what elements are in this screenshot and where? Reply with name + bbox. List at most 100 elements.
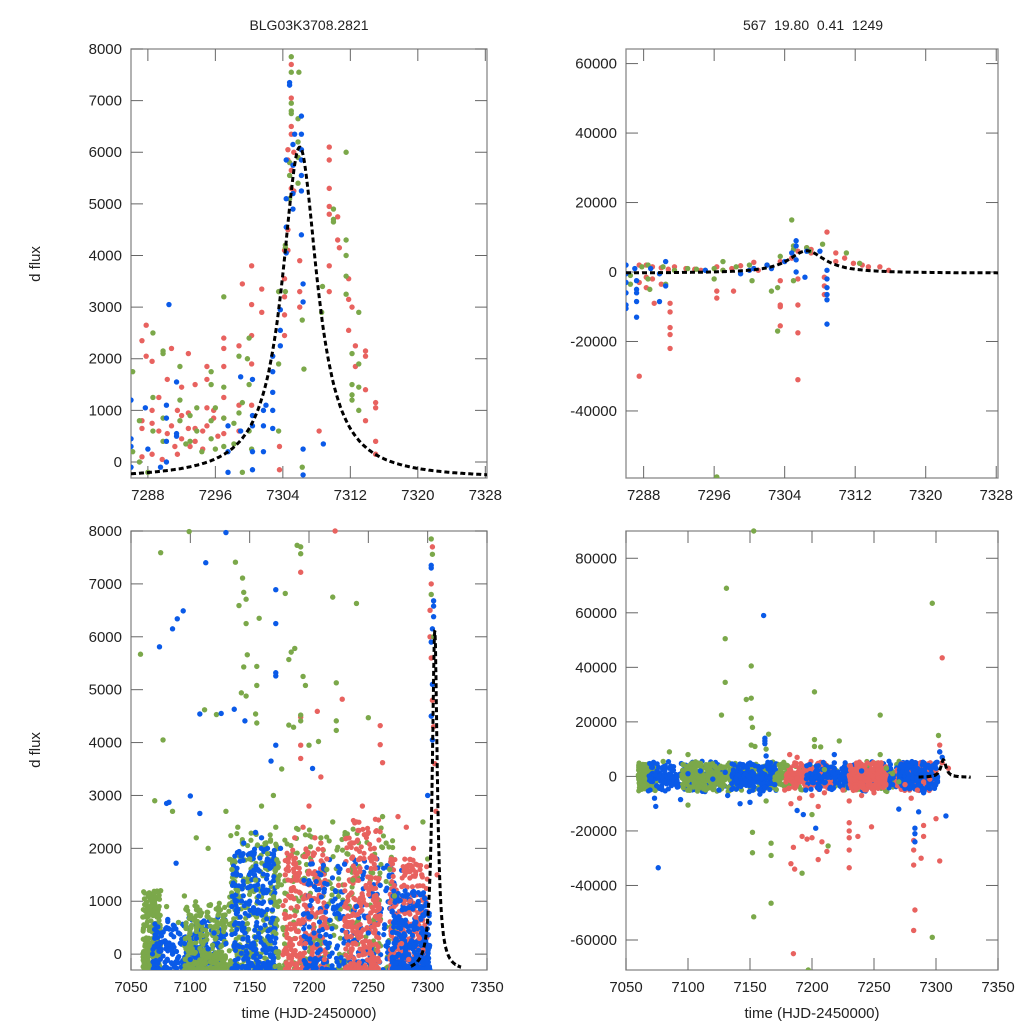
data-point-red (221, 335, 227, 341)
data-point-green (221, 415, 227, 421)
data-point-red (139, 425, 145, 432)
data-point-green (254, 720, 260, 726)
data-point (245, 959, 251, 965)
data-point-blue (300, 299, 306, 305)
data-point-red (276, 443, 283, 450)
data-point-red (281, 312, 288, 318)
data-point-red (297, 257, 303, 264)
data-point-green (295, 139, 301, 145)
data-point (281, 948, 287, 954)
data-point-red (149, 420, 155, 426)
data-point-green (223, 808, 229, 815)
data-point (368, 858, 375, 864)
data-point-green (302, 682, 309, 689)
data-point-green (299, 464, 305, 470)
y-tick-label: 2000 (89, 840, 122, 857)
data-point-green (714, 474, 720, 478)
data-point (423, 885, 429, 892)
data-point (212, 936, 218, 942)
data-point-green (150, 394, 156, 401)
data-point (754, 775, 760, 781)
data-point (218, 966, 225, 970)
data-point (142, 908, 149, 914)
data-point (285, 864, 291, 870)
data-point (372, 965, 378, 970)
data-point-red (178, 436, 185, 442)
data-point (194, 960, 200, 966)
data-point-blue (291, 131, 298, 137)
panel-bottom-right: 7050 7100 7150 7200 7250 7300 7350-60000-40000… (570, 528, 1015, 996)
data-point (303, 966, 309, 970)
data-point (729, 786, 735, 792)
data-point (213, 954, 219, 960)
data-point (151, 890, 157, 896)
data-point-red (276, 467, 283, 473)
data-point (363, 882, 369, 889)
data-point-red (362, 417, 369, 424)
data-point-red (149, 451, 155, 457)
data-point-green (288, 649, 294, 655)
data-point (199, 953, 206, 959)
data-point (173, 948, 180, 955)
data-point-red (306, 803, 312, 809)
data-point (157, 956, 164, 962)
data-point-red (312, 835, 318, 841)
data-point (338, 954, 344, 961)
data-point (164, 956, 170, 962)
data-point-green (208, 381, 214, 388)
data-point-green (243, 620, 249, 627)
data-point (354, 925, 360, 931)
data-point (307, 956, 313, 962)
data-point-blue (205, 946, 211, 952)
data-point-green (254, 682, 260, 689)
data-point (237, 858, 243, 864)
data-point (335, 863, 341, 869)
data-point (267, 838, 274, 844)
data-point-red (714, 288, 720, 294)
data-point (413, 869, 419, 875)
data-point (380, 833, 387, 839)
data-point (411, 892, 417, 898)
data-point-blue (231, 706, 237, 712)
data-point (198, 931, 204, 937)
data-point-red (326, 157, 332, 163)
data-point-blue (142, 405, 149, 411)
x-tick-label: 7050 (114, 979, 147, 996)
data-point-green (258, 803, 265, 809)
x-tick-label: 7304 (768, 487, 801, 504)
data-point (181, 967, 188, 970)
data-point (267, 951, 273, 958)
data-point (355, 827, 361, 833)
data-point (234, 926, 240, 933)
data-point (257, 925, 264, 931)
data-point (345, 867, 351, 874)
data-point-red (318, 909, 324, 915)
data-point (195, 924, 201, 930)
data-point (222, 904, 228, 910)
data-point (370, 870, 376, 876)
data-point (396, 965, 403, 970)
data-point (360, 826, 366, 832)
data-point-blue (173, 860, 179, 866)
data-point (636, 762, 642, 768)
data-point (243, 952, 249, 959)
data-point-green (306, 742, 312, 748)
data-point (342, 888, 348, 894)
data-point-green (150, 330, 156, 336)
data-point-green (279, 766, 285, 772)
data-point-green (273, 824, 279, 830)
data-point (756, 786, 762, 793)
data-point-blue (181, 940, 188, 947)
data-point (292, 967, 298, 970)
data-point (422, 895, 428, 902)
data-point (312, 963, 318, 969)
data-point (214, 919, 221, 925)
data-point-green (239, 399, 246, 406)
y-tick-label: 40000 (575, 125, 617, 142)
data-point (679, 767, 686, 773)
data-point (401, 954, 407, 960)
data-point (389, 954, 396, 960)
data-point (204, 931, 210, 937)
x-tick-label: 7300 (919, 979, 952, 996)
data-point (264, 872, 270, 878)
